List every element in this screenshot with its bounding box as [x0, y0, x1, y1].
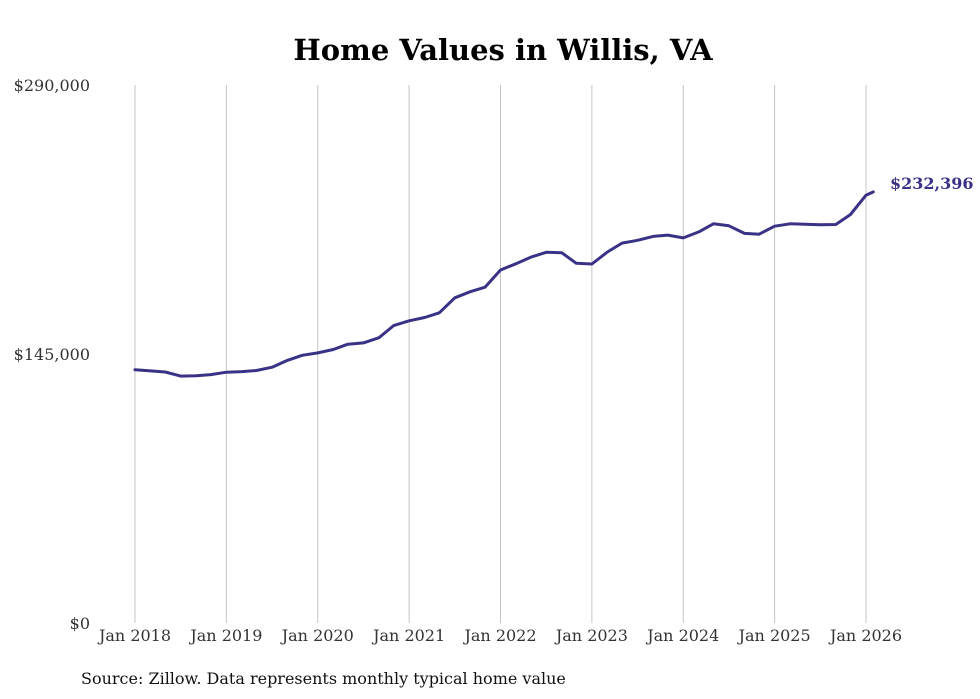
x-tick-label: Jan 2026: [828, 626, 902, 645]
x-tick-label: Jan 2021: [371, 626, 445, 645]
x-axis-ticks: Jan 2018 Jan 2019 Jan 2020 Jan 2021 Jan 2022…: [97, 626, 902, 645]
x-tick-label: Jan 2023: [554, 626, 628, 645]
end-value-label: $232,396: [890, 174, 974, 193]
x-tick-label: Jan 2025: [737, 626, 811, 645]
x-tick-label: Jan 2020: [280, 626, 354, 645]
y-tick-label: $145,000: [14, 345, 90, 364]
x-tick-label: Jan 2022: [462, 626, 536, 645]
y-tick-label: $290,000: [14, 76, 90, 95]
chart-title: Home Values in Willis, VA: [293, 33, 713, 67]
x-tick-label: Jan 2019: [188, 626, 262, 645]
x-tick-label: Jan 2018: [97, 626, 171, 645]
y-axis-ticks: $290,000 $145,000 $0: [14, 76, 90, 633]
series-line: [133, 190, 875, 378]
y-tick-label: $0: [70, 614, 90, 633]
source-note: Source: Zillow. Data represents monthly …: [81, 669, 566, 688]
x-tick-label: Jan 2024: [645, 626, 719, 645]
series-layer: [133, 190, 875, 378]
gridlines: [134, 85, 867, 623]
